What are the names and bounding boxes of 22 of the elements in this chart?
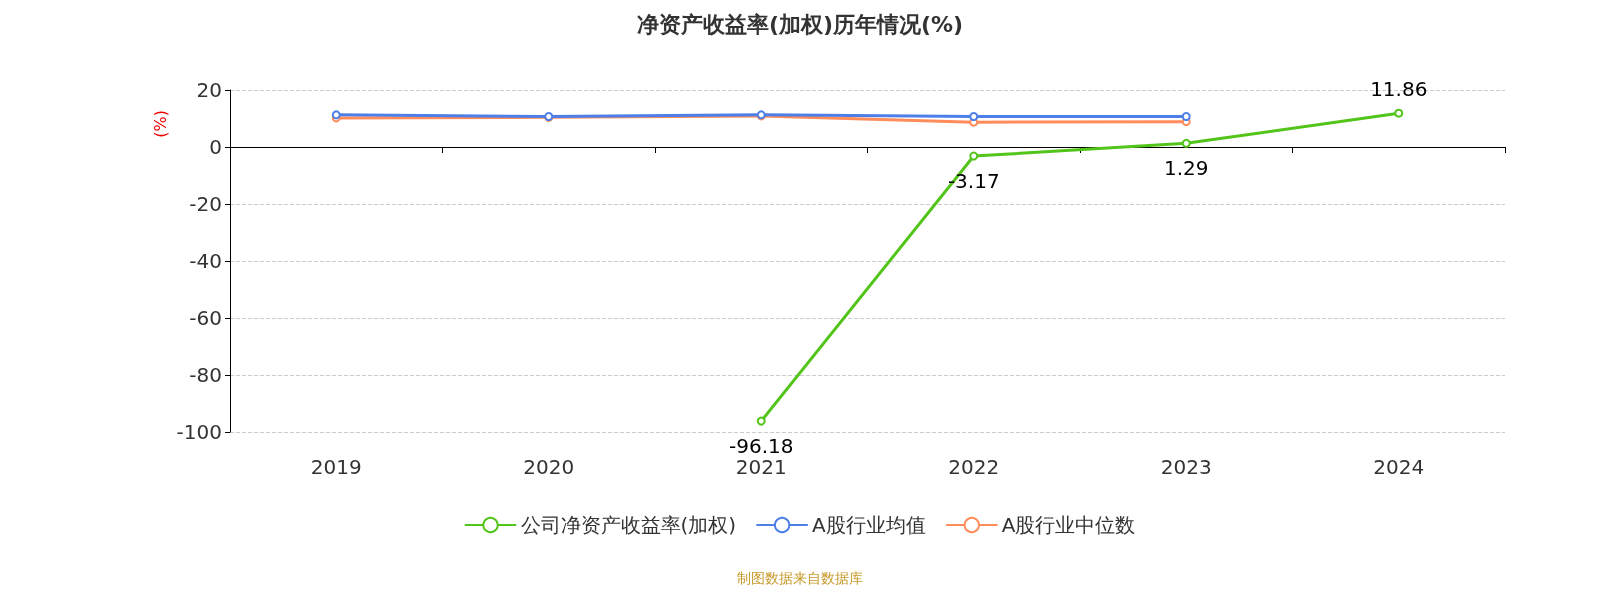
legend-label: A股行业中位数 — [1001, 513, 1136, 537]
data-label: -96.18 — [729, 433, 794, 458]
legend-label: 公司净资产收益率(加权) — [520, 513, 737, 537]
x-tick-label: 2024 — [1373, 455, 1425, 479]
y-axis-title: (%) — [150, 110, 170, 138]
x-tick-label: 2023 — [1160, 455, 1212, 479]
y-tick-label: 0 — [209, 135, 222, 159]
y-tick-label: -40 — [189, 249, 222, 273]
legend-label: A股行业均值 — [812, 513, 926, 537]
data-label: 11.86 — [1370, 76, 1428, 101]
x-tick-label: 2019 — [310, 455, 362, 479]
text: 制图数据来自数据库 — [737, 570, 863, 586]
y-tick-label: 20 — [196, 78, 222, 102]
chart-title: 净资产收益率(加权)历年情况(%) — [636, 11, 964, 37]
x-tick-label: 2021 — [735, 455, 787, 479]
y-tick-label: -60 — [189, 306, 222, 330]
x-tick-label: 2020 — [523, 455, 575, 479]
y-tick-label: -80 — [189, 363, 222, 387]
y-tick-label: -100 — [176, 420, 222, 444]
x-tick-label: 2022 — [948, 455, 1000, 479]
data-label: 1.29 — [1163, 155, 1209, 180]
y-tick-label: -20 — [189, 192, 222, 216]
